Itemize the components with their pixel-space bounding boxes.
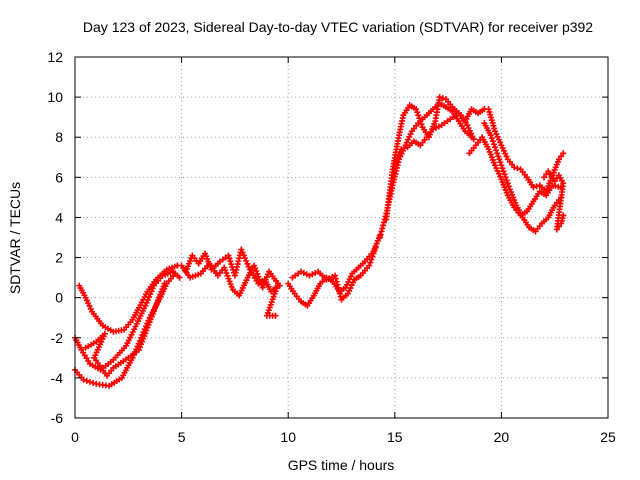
chart-title: Day 123 of 2023, Sidereal Day-to-day VTE…: [83, 19, 593, 35]
data-point: [488, 135, 495, 142]
data-point: [417, 118, 424, 125]
data-point: [226, 255, 233, 262]
data-point: [560, 150, 567, 157]
data-point: [533, 183, 540, 190]
data-point: [369, 253, 376, 260]
data-point: [489, 138, 496, 145]
data-point: [499, 165, 506, 172]
data-point: [372, 244, 379, 251]
series-track-c: [76, 262, 181, 335]
y-tick-label: -6: [51, 410, 64, 426]
x-tick-label: 0: [71, 429, 79, 445]
data-point: [439, 95, 446, 102]
data-point: [83, 377, 90, 384]
y-axis-title: SDTVAR / TECUs: [7, 182, 23, 294]
data-point: [494, 150, 501, 157]
data-point: [225, 252, 232, 259]
series-track-f: [178, 260, 283, 299]
data-point: [505, 183, 512, 190]
data-point: [502, 174, 509, 181]
data-point: [86, 378, 93, 385]
series-track-h: [289, 244, 379, 303]
series-track-o: [541, 168, 567, 233]
data-point: [487, 132, 494, 139]
y-tick-label: 12: [47, 49, 63, 65]
data-point: [497, 159, 504, 166]
data-point: [401, 145, 408, 152]
x-tick-label: 20: [494, 429, 510, 445]
data-point: [90, 379, 97, 386]
x-tick-label: 10: [280, 429, 296, 445]
x-tick-label: 25: [600, 429, 616, 445]
data-point: [498, 162, 505, 169]
data-point: [418, 121, 425, 128]
data-point: [367, 259, 374, 266]
data-point: [530, 184, 537, 191]
y-tick-label: -4: [51, 370, 64, 386]
data-point: [555, 156, 562, 163]
y-tick-label: -2: [51, 330, 64, 346]
data-point: [227, 258, 234, 265]
data-series: [72, 94, 567, 389]
data-point: [366, 262, 373, 269]
plot-frame: [74, 56, 609, 419]
data-point: [504, 180, 511, 187]
data-point: [560, 212, 567, 219]
data-point: [416, 115, 423, 122]
data-point: [370, 250, 377, 257]
data-point: [161, 280, 168, 287]
axis-ticks: 0 5 10 15 20 25 -6 -4 -2 0 2 4 6 8 10 12: [47, 49, 616, 445]
data-point: [276, 282, 283, 289]
data-point: [228, 261, 235, 268]
series-track-n: [485, 106, 567, 195]
y-tick-label: 0: [55, 290, 63, 306]
data-point: [492, 144, 499, 151]
data-point: [272, 312, 279, 319]
data-point: [500, 168, 507, 175]
series-track-j: [383, 94, 477, 223]
data-point: [541, 174, 548, 181]
grid: [75, 57, 608, 418]
x-tick-label: 15: [387, 429, 403, 445]
data-point: [511, 164, 518, 171]
data-point: [398, 146, 405, 153]
series-track-e: [182, 246, 281, 319]
data-point: [555, 223, 562, 230]
data-point: [503, 177, 510, 184]
data-point: [176, 274, 183, 281]
y-tick-label: 8: [55, 129, 63, 145]
series-track-d: [82, 280, 168, 379]
data-point: [493, 147, 500, 154]
data-point: [551, 178, 558, 185]
y-tick-label: 6: [55, 169, 63, 185]
data-point: [172, 270, 179, 277]
data-point: [514, 165, 521, 172]
data-point: [496, 156, 503, 163]
x-axis-title: GPS time / hours: [288, 457, 395, 473]
y-tick-label: 10: [47, 89, 63, 105]
data-point: [470, 136, 477, 143]
data-point: [413, 106, 420, 113]
y-tick-label: 4: [55, 209, 63, 225]
data-point: [414, 109, 421, 116]
data-point: [501, 171, 508, 178]
data-point: [415, 112, 422, 119]
data-point: [368, 256, 375, 263]
data-point: [495, 153, 502, 160]
x-tick-label: 5: [178, 429, 186, 445]
data-point: [553, 226, 560, 233]
data-point: [371, 247, 378, 254]
y-tick-label: 2: [55, 250, 63, 266]
data-point: [436, 94, 443, 101]
series-track-k: [391, 106, 488, 167]
data-point: [490, 141, 497, 148]
data-point: [558, 153, 565, 160]
data-point: [80, 376, 87, 383]
